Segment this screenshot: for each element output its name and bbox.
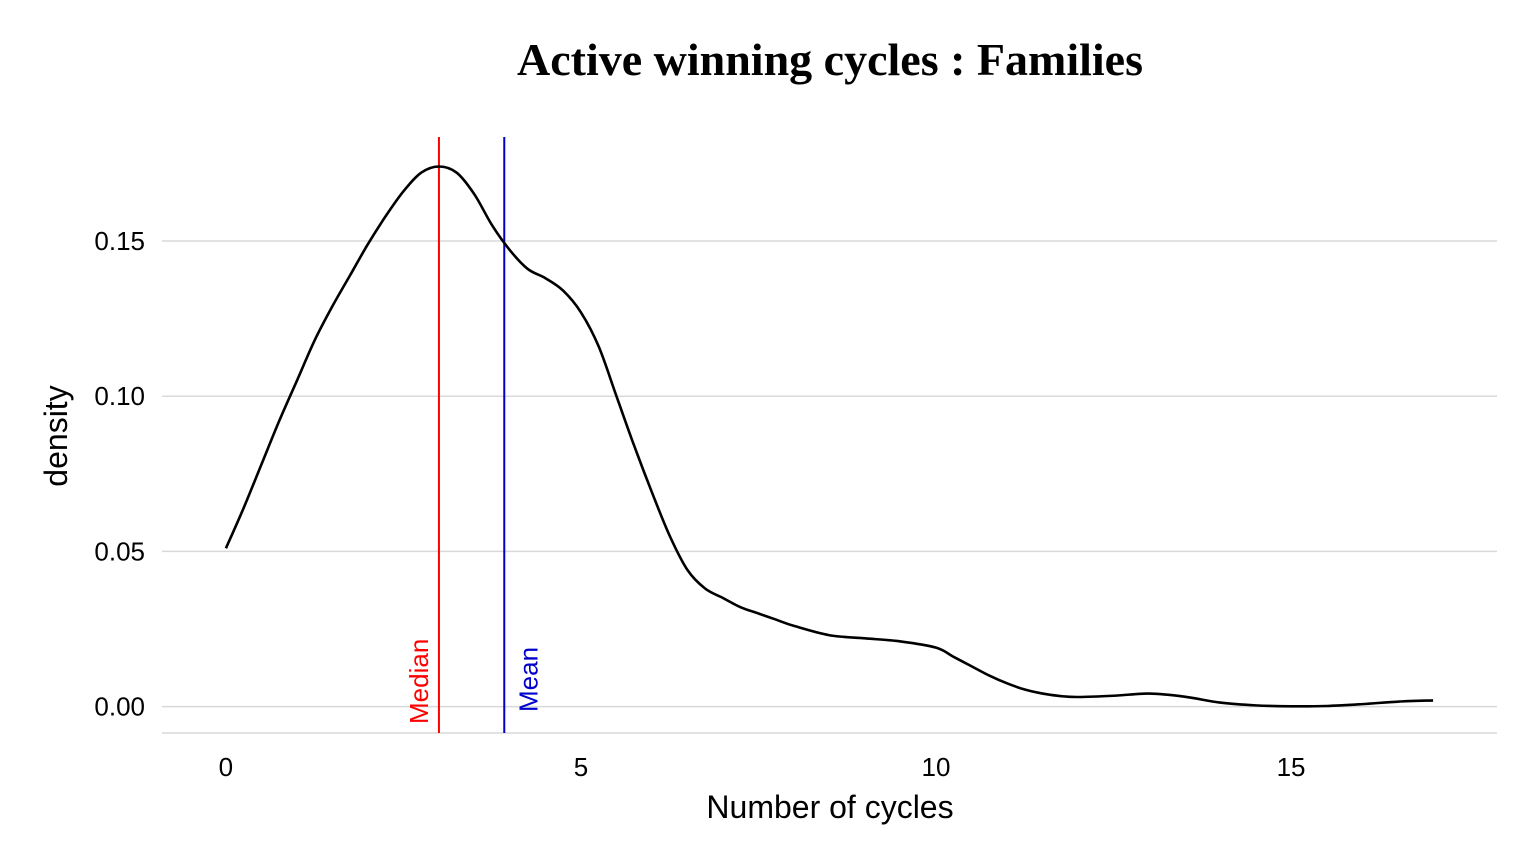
chart-title: Active winning cycles : Families	[517, 34, 1143, 85]
x-tick-label: 5	[574, 752, 588, 782]
y-axis: 0.00 0.05 0.10 0.15	[94, 226, 145, 722]
density-curve	[224, 165, 1434, 708]
x-tick-label: 0	[219, 752, 233, 782]
x-tick-label: 15	[1277, 752, 1306, 782]
y-tick-label: 0.15	[94, 226, 145, 256]
gridlines	[162, 240, 1497, 708]
x-axis-title: Number of cycles	[706, 789, 953, 825]
x-tick-labels: 0 5 10 15	[219, 752, 1306, 782]
median-label: Median	[404, 639, 434, 724]
x-tick-label: 10	[922, 752, 951, 782]
density-series	[224, 165, 1434, 708]
y-tick-label: 0.10	[94, 381, 145, 411]
y-axis-title: density	[38, 385, 74, 486]
mean-label: Mean	[513, 647, 543, 712]
y-tick-label: 0.00	[94, 692, 145, 722]
reference-lines: Median Mean	[404, 137, 543, 733]
y-tick-label: 0.05	[94, 536, 145, 566]
